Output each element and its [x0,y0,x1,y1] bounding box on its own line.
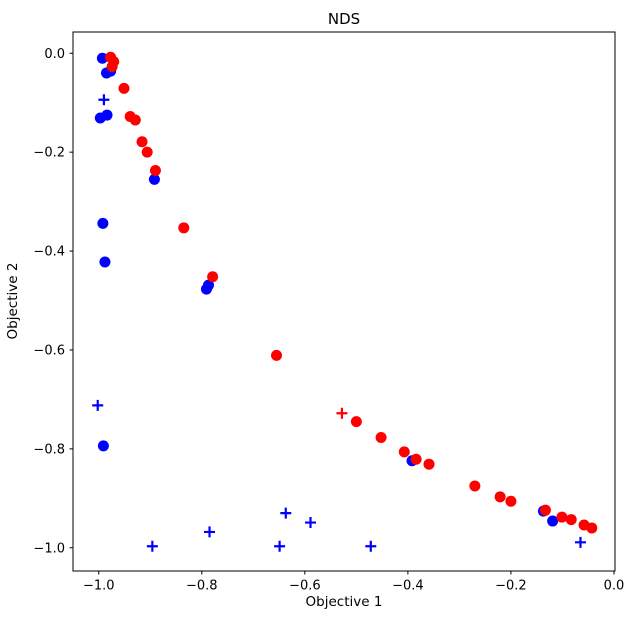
scatter-point-red-circles [141,146,153,158]
scatter-point-red-circles [410,453,422,465]
axis-ticks: −1.0 −0.8 −0.6 −0.4 −0.2 0.0 0.0 −0.2 −0.4 −0.6 −0… [33,47,624,594]
x-tick-label: −0.6 [289,579,321,594]
y-tick-label: 0.0 [44,47,65,62]
scatter-point-red-circles [350,416,362,428]
y-tick-label: −0.6 [33,343,65,358]
scatter-point-red-plus-markers [336,407,348,419]
scatter-point-red-circles [494,491,506,503]
scatter-point-blue-plus-markers [305,517,317,529]
scatter-point-red-circles [375,431,387,443]
y-tick-label: −0.4 [33,245,65,260]
scatter-point-blue-circles [101,109,113,121]
scatter-point-red-circles [207,271,219,283]
y-axis-label: Objective 2 [5,263,21,340]
plot-area-border [72,31,616,572]
scatter-point-red-circles [556,511,568,523]
scatter-point-red-circles [423,458,435,470]
scatter-point-red-circles [398,446,410,458]
scatter-point-blue-plus-markers [280,507,292,519]
scatter-point-blue-plus-markers [204,526,216,538]
scatter-point-red-circles [118,82,130,94]
y-tick-label: −0.2 [33,146,65,161]
scatter-point-blue-circles [97,440,109,452]
x-tick-label: 0.0 [604,579,625,594]
scatter-point-red-circles [149,164,161,176]
scatter-point-blue-plus-markers [92,399,104,411]
scatter-point-red-circles [505,495,517,507]
data-points [92,51,598,552]
scatter-point-blue-plus-markers [574,536,586,548]
scatter-point-blue-plus-markers [274,540,286,552]
scatter-point-red-circles [106,61,118,73]
y-tick-label: −1.0 [33,541,65,556]
scatter-point-blue-circles [96,52,108,64]
scatter-point-blue-plus-markers [146,540,158,552]
x-tick-label: −0.4 [392,579,424,594]
scatter-point-blue-plus-markers [365,540,377,552]
scatter-point-blue-plus-markers [98,94,110,106]
scatter-point-red-circles [565,514,577,526]
scatter-point-red-circles [586,522,598,534]
scatter-point-red-circles [178,222,190,234]
scatter-point-blue-circles [97,217,109,229]
scatter-point-blue-circles [99,256,111,268]
scatter-point-blue-circles [547,515,559,527]
scatter-point-red-circles [129,114,141,126]
x-tick-label: −0.8 [186,579,218,594]
scatter-point-red-circles [539,504,551,516]
scatter-point-blue-circles [148,173,160,185]
x-tick-label: −1.0 [83,579,115,594]
scatter-point-blue-circles [200,283,212,295]
chart-title: NDS [328,10,360,28]
y-tick-label: −0.8 [33,442,65,457]
scatter-point-red-circles [271,349,283,361]
scatter-point-red-circles [136,136,148,148]
x-tick-label: −0.2 [495,579,527,594]
x-axis-label: Objective 1 [306,594,383,610]
scatter-point-red-circles [469,480,481,492]
